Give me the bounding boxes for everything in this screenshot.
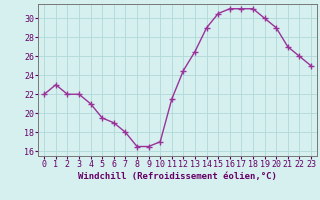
X-axis label: Windchill (Refroidissement éolien,°C): Windchill (Refroidissement éolien,°C) [78,172,277,181]
